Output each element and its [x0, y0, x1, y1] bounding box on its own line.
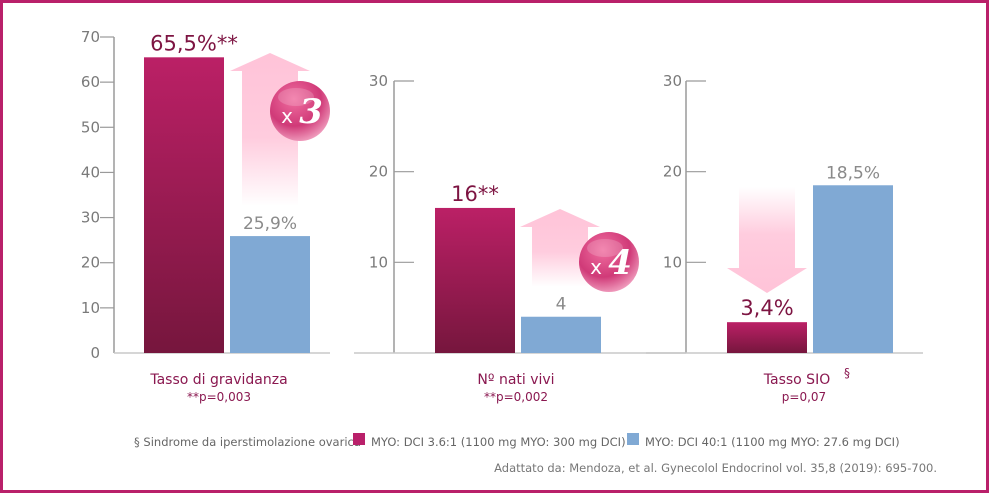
bar-myo-dci-3-6 [435, 207, 515, 353]
y-tick-label: 40 [81, 163, 100, 181]
category-label: Tasso di gravidanza [149, 372, 287, 388]
p-value-note: **p=0,003 [187, 390, 251, 404]
y-tick-label: 20 [81, 254, 100, 272]
y-tick-label: 0 [90, 344, 100, 362]
category-label: Tasso SIO [763, 372, 830, 388]
legend-item-label: MYO: DCI 40:1 (1100 mg MYO: 27.6 mg DCI) [645, 435, 900, 449]
y-tick-label: 10 [81, 299, 100, 317]
bar-myo-dci-40 [230, 236, 310, 353]
category-label: Nº nati vivi [477, 372, 554, 388]
y-tick-label: 10 [369, 253, 388, 271]
badge-highlight [587, 239, 623, 257]
multiplier-text: x 4 [590, 243, 632, 283]
panel-3: 10 20 30 3,4% 18,5% Tasso SIO § p=0,07 [646, 72, 923, 404]
p-value-note: p=0,07 [782, 390, 826, 404]
source-citation: Adattato da: Mendoza, et al. Gynecolol E… [494, 461, 937, 475]
data-label-magenta: 16** [451, 182, 499, 206]
bar-myo-dci-40 [813, 185, 893, 353]
y-tick-label: 60 [81, 73, 100, 91]
legend-swatch-magenta [353, 433, 365, 445]
y-tick-label: 50 [81, 118, 100, 136]
y-tick-label: 70 [81, 28, 100, 46]
data-label-magenta: 3,4% [740, 296, 793, 320]
data-label-blue: 25,9% [243, 214, 297, 234]
y-tick-label: 30 [369, 72, 388, 90]
y-tick-label: 30 [81, 209, 100, 227]
panel-2: 10 20 30 x 4 16** 4 Nº nati vivi **p=0,002 [354, 72, 686, 404]
legend-footnote: § Sindrome da iperstimolazione ovarica [134, 435, 361, 449]
bar-myo-dci-3-6 [727, 322, 807, 353]
data-label-blue: 4 [556, 295, 567, 315]
badge-highlight [278, 88, 314, 106]
category-superscript: § [844, 366, 850, 380]
y-tick-label: 20 [369, 163, 388, 181]
arrow-down-icon [727, 187, 807, 293]
legend-item-label: MYO: DCI 3.6:1 (1100 mg MYO: 300 mg DCI) [371, 435, 626, 449]
y-tick-label: 20 [663, 163, 682, 181]
p-value-note: **p=0,002 [484, 390, 548, 404]
data-label-blue: 18,5% [826, 163, 880, 183]
legend: § Sindrome da iperstimolazione ovarica M… [134, 433, 900, 449]
bar-myo-dci-40 [521, 316, 601, 353]
multiplier-text: x 3 [281, 92, 323, 132]
panel-1: 0 10 20 30 40 50 60 70 x 3 65,5%** 25,9% Tasso di g… [81, 28, 330, 404]
y-tick-label: 10 [663, 253, 682, 271]
multiplier-badge [579, 232, 639, 292]
bar-myo-dci-3-6 [144, 57, 224, 354]
multiplier-badge [270, 81, 330, 141]
data-label-magenta: 65,5%** [150, 31, 238, 55]
y-tick-label: 30 [663, 72, 682, 90]
legend-swatch-blue [627, 433, 639, 445]
